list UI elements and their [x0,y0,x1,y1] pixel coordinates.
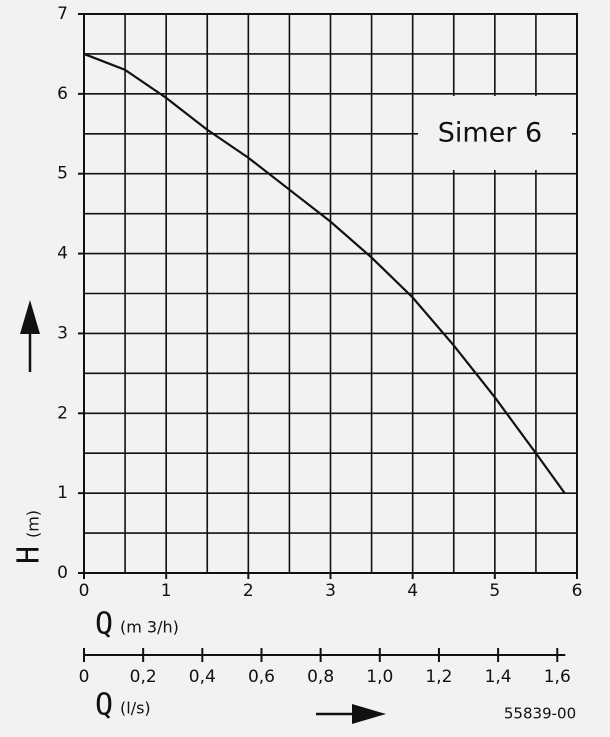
x2-tick-label: 1,4 [485,667,512,687]
x2-tick-label: 1,0 [366,667,393,687]
x-tick-label: 1 [161,581,172,601]
y-label: H [12,546,47,564]
chart-title: Simer 6 [438,118,542,149]
x-label: Q [95,607,113,642]
y-tick-label: 1 [57,483,68,503]
y-label-unit: (m) [24,510,43,538]
grid [83,13,578,574]
y-tick-label: 3 [57,323,68,343]
curve [83,52,566,494]
y-tick-label: 4 [57,244,68,264]
x-tick-label: 0 [79,581,90,601]
x2-label: Q [95,688,113,723]
x2-tick-label: 0 [79,667,90,687]
x-tick-label: 6 [572,581,583,601]
x2-tick-label: 1,2 [425,667,452,687]
y-tick-label: 6 [57,84,68,104]
x2-tick-label: 0,4 [189,667,216,687]
x-tick-label: 3 [325,581,336,601]
y-tick-label: 0 [57,563,68,583]
x2-tick-label: 0,2 [130,667,157,687]
arrow-right [316,704,386,724]
y-tick-label: 2 [57,403,68,423]
y-tick-label: 7 [57,4,68,24]
x-tick-label: 5 [489,581,500,601]
arrow-up [20,300,40,372]
y-tick-label: 5 [57,164,68,184]
x2-tick-label: 0,8 [307,667,334,687]
x-tick-label: 2 [243,581,254,601]
code: 55839-00 [504,705,576,723]
title-box [418,96,572,170]
x-tick-label: 4 [407,581,418,601]
x2-tick-label: 0,6 [248,667,275,687]
x-label-unit: (m 3/h) [120,618,179,637]
x2-tick-label: 1,6 [544,667,571,687]
x2-label-unit: (l/s) [120,699,151,718]
